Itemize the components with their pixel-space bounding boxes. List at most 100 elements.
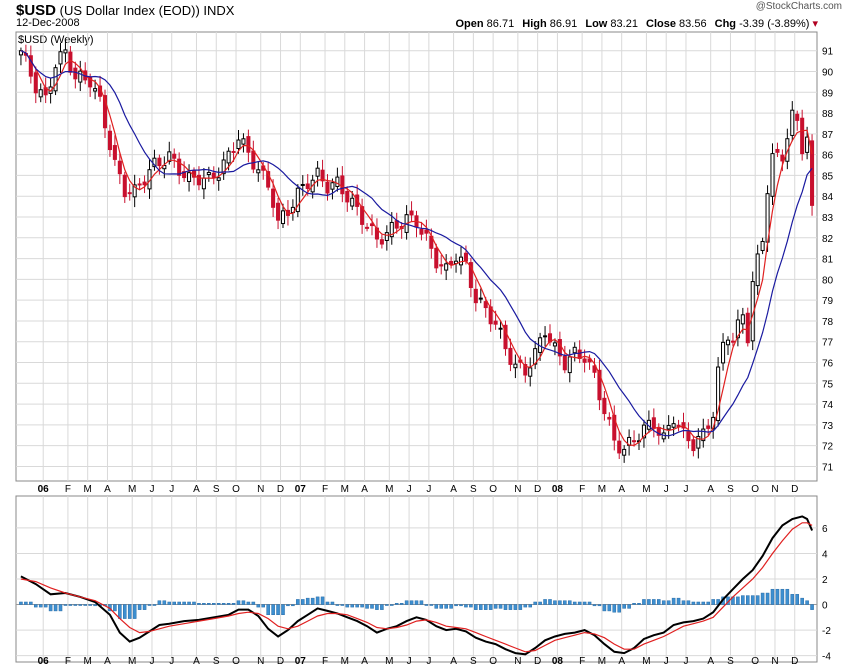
candle-down <box>602 397 607 415</box>
candle-up <box>38 89 43 98</box>
candle-up <box>721 341 726 364</box>
macd-histogram-bar <box>330 601 335 605</box>
candle-up <box>498 327 503 330</box>
x-tick-label: F <box>322 484 328 495</box>
candle-down <box>612 414 617 441</box>
macd-histogram-bar <box>548 599 552 605</box>
macd-histogram-bar <box>429 604 434 606</box>
macd-histogram-bar <box>474 604 478 610</box>
macd-histogram-bar <box>231 603 236 605</box>
macd-histogram-bar <box>226 603 231 605</box>
macd-x-tick-label: A <box>104 656 111 667</box>
macd-x-tick-label: F <box>579 656 585 667</box>
macd-x-tick-label: N <box>771 656 778 667</box>
high-label: High <box>522 18 547 30</box>
macd-histogram-bar <box>315 596 320 605</box>
candle-down <box>320 169 325 182</box>
candle-up <box>226 150 231 164</box>
macd-x-tick-label: M <box>341 656 349 667</box>
macd-histogram-bar <box>345 604 350 608</box>
macd-histogram-bar <box>385 604 389 606</box>
macd-signal-line <box>20 522 813 653</box>
macd-histogram-bar <box>409 600 414 605</box>
macd-histogram-bar <box>167 601 172 605</box>
candle-down <box>810 140 815 206</box>
candle-up <box>330 182 335 190</box>
candle-up <box>641 424 646 439</box>
x-tick-label: J <box>664 484 669 495</box>
y-tick-label: 80 <box>822 275 834 286</box>
macd-histogram-bar <box>488 604 493 610</box>
candle-up <box>216 177 221 181</box>
macd-x-tick-label: S <box>213 656 220 667</box>
macd-histogram-bar <box>118 604 122 619</box>
price-grid <box>16 32 817 481</box>
close-label: Close <box>646 18 676 30</box>
macd-histogram-bar <box>93 604 97 607</box>
candle-up <box>805 136 810 153</box>
macd-histogram-bar <box>567 600 572 605</box>
macd-histogram-bar <box>152 604 157 606</box>
macd-histogram-bar <box>780 588 785 605</box>
x-tick-label: S <box>470 484 477 495</box>
macd-histogram-bar <box>216 603 221 605</box>
candle-down <box>142 181 147 186</box>
macd-histogram-bar <box>755 595 760 605</box>
macd-histogram-bar <box>508 604 513 610</box>
y-tick-label: 73 <box>822 421 834 432</box>
candle-up <box>666 424 671 430</box>
macd-histogram-bar <box>760 592 765 605</box>
macd-histogram-bar <box>78 604 83 606</box>
x-tick-label: M <box>341 484 349 495</box>
macd-histogram-bar <box>380 604 384 610</box>
exchange: INDX <box>203 3 235 18</box>
x-tick-label: J <box>169 484 174 495</box>
macd-histogram-bar <box>790 594 795 605</box>
candle-up <box>725 339 731 346</box>
symbol-name: (US Dollar Index (EOD)) <box>59 3 200 18</box>
ma-slow-line <box>20 50 813 437</box>
candle-down <box>449 260 454 266</box>
macd-y-tick-label: -4 <box>822 652 831 663</box>
candle-up <box>716 366 721 422</box>
macd-histogram-bar <box>281 604 285 616</box>
candle-down <box>172 153 177 159</box>
macd-histogram-bar <box>83 604 88 606</box>
macd-histogram-bar <box>177 601 181 605</box>
macd-x-tick-label: J <box>426 656 431 667</box>
macd-x-tick-label: D <box>534 656 541 667</box>
candle-down <box>73 67 78 80</box>
macd-x-tick-label: M <box>385 656 393 667</box>
candle-down <box>196 174 201 186</box>
candle-down <box>246 136 251 153</box>
candle-up <box>622 448 627 456</box>
x-tick-label: J <box>149 484 154 495</box>
symbol: $USD <box>16 2 57 19</box>
y-tick-label: 72 <box>822 442 834 453</box>
x-tick-label: J <box>407 484 412 495</box>
macd-histogram-bar <box>389 604 394 606</box>
macd-histogram-bar <box>795 594 800 605</box>
y-tick-label: 75 <box>822 379 834 390</box>
candle-up <box>671 423 676 428</box>
close-value: 83.56 <box>679 18 707 30</box>
macd-histogram-bar <box>48 604 53 612</box>
y-tick-label: 88 <box>822 109 834 120</box>
x-tick-label: M <box>598 484 606 495</box>
candle-up <box>315 167 320 177</box>
macd-histogram-bar <box>661 600 666 605</box>
macd-histogram-bar <box>469 604 473 608</box>
macd-histogram-bar <box>498 604 503 609</box>
candle-down <box>632 440 637 443</box>
candle-down <box>607 416 612 420</box>
macd-histogram-bar <box>587 601 592 605</box>
macd-histogram-bar <box>256 604 261 608</box>
candle-up <box>444 263 449 271</box>
candle-up <box>696 435 701 449</box>
candle-up <box>755 253 760 287</box>
macd-histogram-bar <box>750 595 755 605</box>
candle-down <box>28 55 33 77</box>
candle-up <box>241 138 246 145</box>
candle-down <box>68 51 73 73</box>
candle-down <box>365 226 370 229</box>
